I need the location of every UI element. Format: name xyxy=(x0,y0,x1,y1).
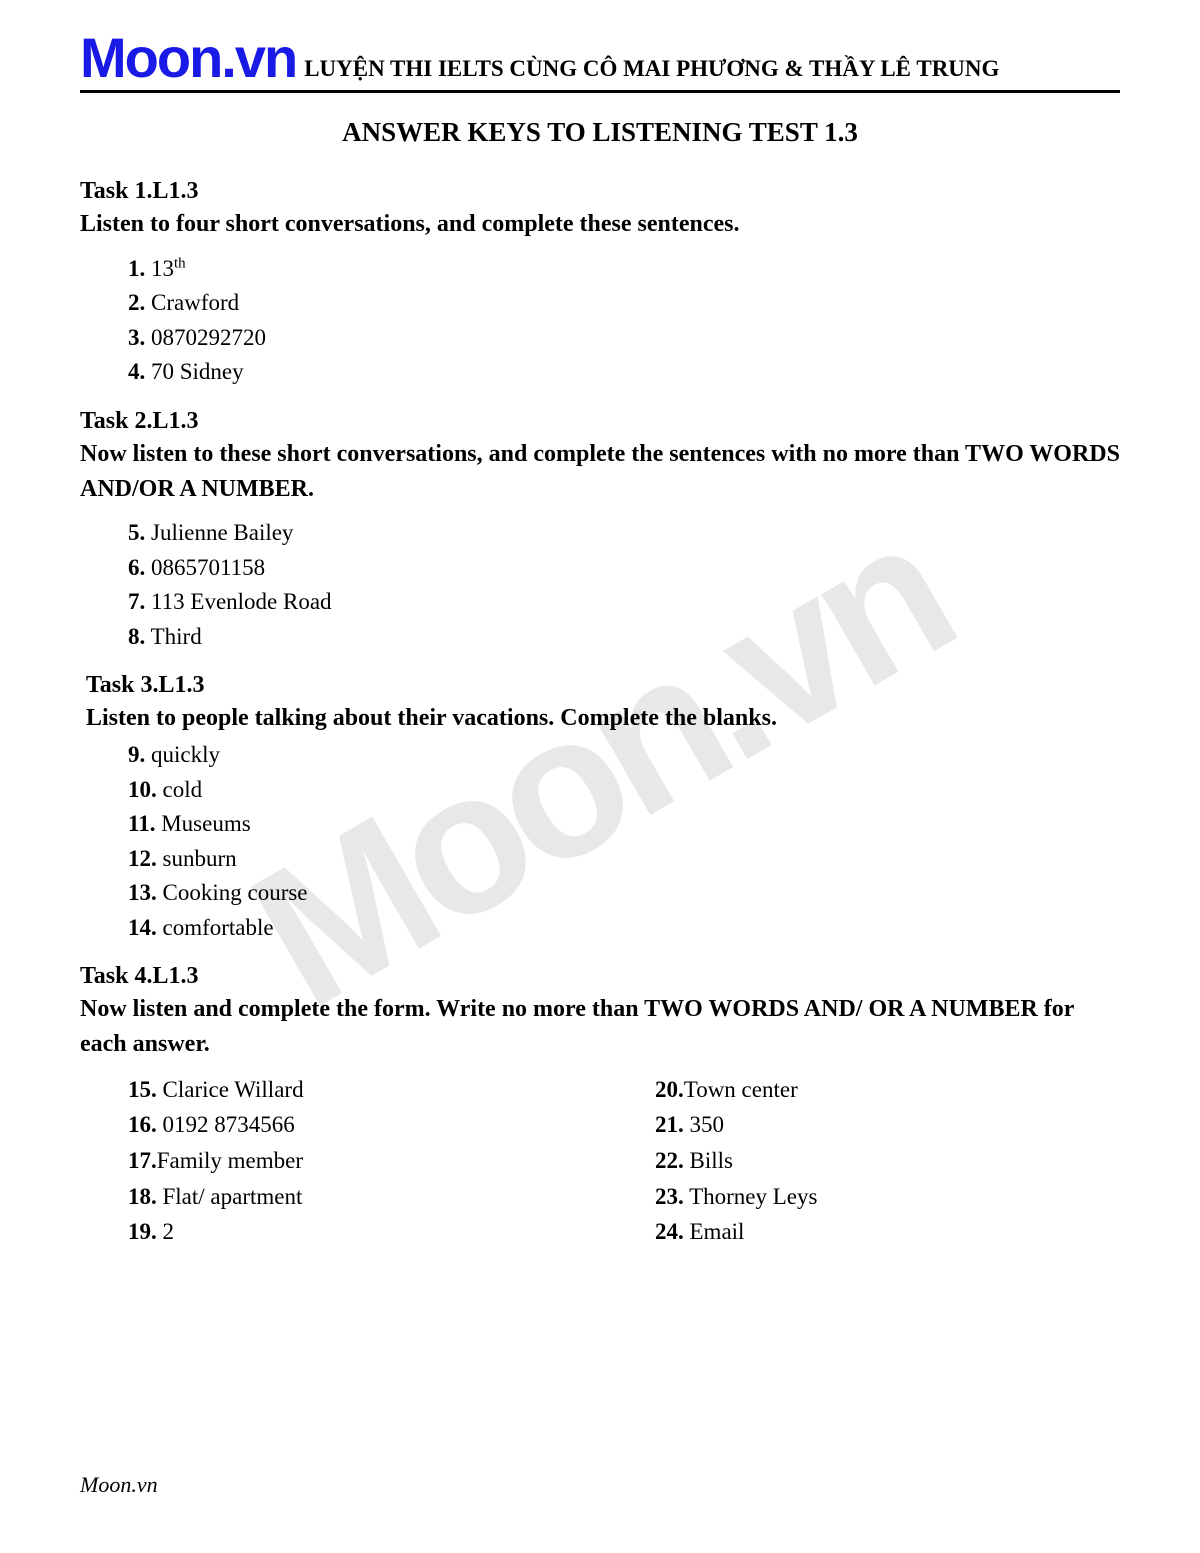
answer-value: Flat/ apartment xyxy=(163,1184,303,1209)
answer-item: 14. comfortable xyxy=(128,911,1120,946)
answer-item: 2. Crawford xyxy=(128,286,1120,321)
answer-value: 13 xyxy=(151,256,174,281)
answer-number: 6. xyxy=(128,555,145,580)
answer-column-left: 15. Clarice Willard 16. 0192 8734566 17.… xyxy=(80,1072,545,1250)
answer-item: 6. 0865701158 xyxy=(128,551,1120,586)
answer-number: 9. xyxy=(128,742,145,767)
answer-number: 5. xyxy=(128,520,145,545)
answer-value: Museums xyxy=(161,811,250,836)
answer-number: 20. xyxy=(655,1077,684,1102)
document-title: ANSWER KEYS TO LISTENING TEST 1.3 xyxy=(80,117,1120,148)
answer-item: 21. 350 xyxy=(655,1107,1120,1143)
answer-value: 0865701158 xyxy=(151,555,265,580)
answer-number: 2. xyxy=(128,290,145,315)
answer-item: 7. 113 Evenlode Road xyxy=(128,585,1120,620)
answer-number: 10. xyxy=(128,777,157,802)
answer-list: 5. Julienne Bailey 6. 0865701158 7. 113 … xyxy=(80,516,1120,654)
answer-item: 10. cold xyxy=(128,773,1120,808)
page-footer: Moon.vn xyxy=(80,1472,158,1498)
answer-item: 9. quickly xyxy=(128,738,1120,773)
answer-item: 19. 2 xyxy=(128,1214,545,1250)
answer-value: Bills xyxy=(690,1148,733,1173)
tagline: LUYỆN THI IELTS CÙNG CÔ MAI PHƯƠNG & THẦ… xyxy=(304,56,999,86)
answer-item: 12. sunburn xyxy=(128,842,1120,877)
answer-value: Crawford xyxy=(151,290,239,315)
answer-number: 24. xyxy=(655,1219,684,1244)
answer-number: 13. xyxy=(128,880,157,905)
task-heading: Task 1.L1.3 xyxy=(80,178,1120,205)
page-content: Moon.vn LUYỆN THI IELTS CÙNG CÔ MAI PHƯƠ… xyxy=(80,30,1120,1250)
task-instruction: Now listen to these short conversations,… xyxy=(80,437,1120,507)
task-instruction: Listen to four short conversations, and … xyxy=(80,207,1120,242)
answer-value: Third xyxy=(151,624,202,649)
answer-list: 1. 13th 2. Crawford 3. 0870292720 4. 70 … xyxy=(80,252,1120,390)
answer-value: Thorney Leys xyxy=(689,1184,817,1209)
answer-value: 350 xyxy=(690,1112,725,1137)
answer-number: 1. xyxy=(128,256,145,281)
answer-number: 18. xyxy=(128,1184,157,1209)
answer-list: 15. Clarice Willard 16. 0192 8734566 17.… xyxy=(80,1072,545,1250)
answer-item: 5. Julienne Bailey xyxy=(128,516,1120,551)
answer-value: Email xyxy=(690,1219,745,1244)
answer-item: 11. Museums xyxy=(128,807,1120,842)
answer-number: 19. xyxy=(128,1219,157,1244)
answer-number: 17. xyxy=(128,1148,157,1173)
answer-value: sunburn xyxy=(163,846,237,871)
answer-number: 14. xyxy=(128,915,157,940)
answer-value: 0192 8734566 xyxy=(163,1112,295,1137)
answer-value: comfortable xyxy=(163,915,274,940)
two-column-answers: 15. Clarice Willard 16. 0192 8734566 17.… xyxy=(80,1072,1120,1250)
answer-value: 0870292720 xyxy=(151,325,266,350)
answer-item: 8. Third xyxy=(128,620,1120,655)
answer-number: 3. xyxy=(128,325,145,350)
answer-item: 18. Flat/ apartment xyxy=(128,1179,545,1215)
answer-item: 1. 13th xyxy=(128,252,1120,287)
answer-number: 22. xyxy=(655,1148,684,1173)
answer-item: 22. Bills xyxy=(655,1143,1120,1179)
answer-value: Julienne Bailey xyxy=(151,520,293,545)
answer-number: 4. xyxy=(128,359,145,384)
task-instruction: Listen to people talking about their vac… xyxy=(80,701,1120,736)
answer-number: 12. xyxy=(128,846,157,871)
answer-item: 3. 0870292720 xyxy=(128,321,1120,356)
answer-item: 13. Cooking course xyxy=(128,876,1120,911)
answer-value: quickly xyxy=(151,742,220,767)
answer-value: 2 xyxy=(163,1219,175,1244)
answer-value: Family member xyxy=(157,1148,303,1173)
answer-value: 70 Sidney xyxy=(151,359,244,384)
answer-item: 16. 0192 8734566 xyxy=(128,1107,545,1143)
answer-value: cold xyxy=(163,777,203,802)
task-heading: Task 2.L1.3 xyxy=(80,408,1120,435)
task-heading: Task 3.L1.3 xyxy=(80,672,1120,699)
answer-list: 20.Town center 21. 350 22. Bills 23. Tho… xyxy=(655,1072,1120,1250)
answer-list: 9. quickly 10. cold 11. Museums 12. sunb… xyxy=(80,738,1120,945)
answer-column-right: 20.Town center 21. 350 22. Bills 23. Tho… xyxy=(625,1072,1120,1250)
answer-number: 21. xyxy=(655,1112,684,1137)
page-header: Moon.vn LUYỆN THI IELTS CÙNG CÔ MAI PHƯƠ… xyxy=(80,30,1120,93)
answer-item: 17.Family member xyxy=(128,1143,545,1179)
answer-number: 15. xyxy=(128,1077,157,1102)
answer-item: 23. Thorney Leys xyxy=(655,1179,1120,1215)
answer-superscript: th xyxy=(174,255,186,271)
answer-value: Cooking course xyxy=(163,880,308,905)
task-heading: Task 4.L1.3 xyxy=(80,963,1120,990)
answer-item: 15. Clarice Willard xyxy=(128,1072,545,1108)
answer-value: 113 Evenlode Road xyxy=(151,589,332,614)
logo: Moon.vn xyxy=(80,30,296,86)
answer-value: Clarice Willard xyxy=(163,1077,304,1102)
answer-number: 8. xyxy=(128,624,145,649)
answer-item: 4. 70 Sidney xyxy=(128,355,1120,390)
answer-value: Town center xyxy=(684,1077,798,1102)
answer-number: 7. xyxy=(128,589,145,614)
task-instruction: Now listen and complete the form. Write … xyxy=(80,992,1120,1062)
answer-number: 11. xyxy=(128,811,155,836)
answer-item: 24. Email xyxy=(655,1214,1120,1250)
answer-item: 20.Town center xyxy=(655,1072,1120,1108)
answer-number: 16. xyxy=(128,1112,157,1137)
answer-number: 23. xyxy=(655,1184,684,1209)
